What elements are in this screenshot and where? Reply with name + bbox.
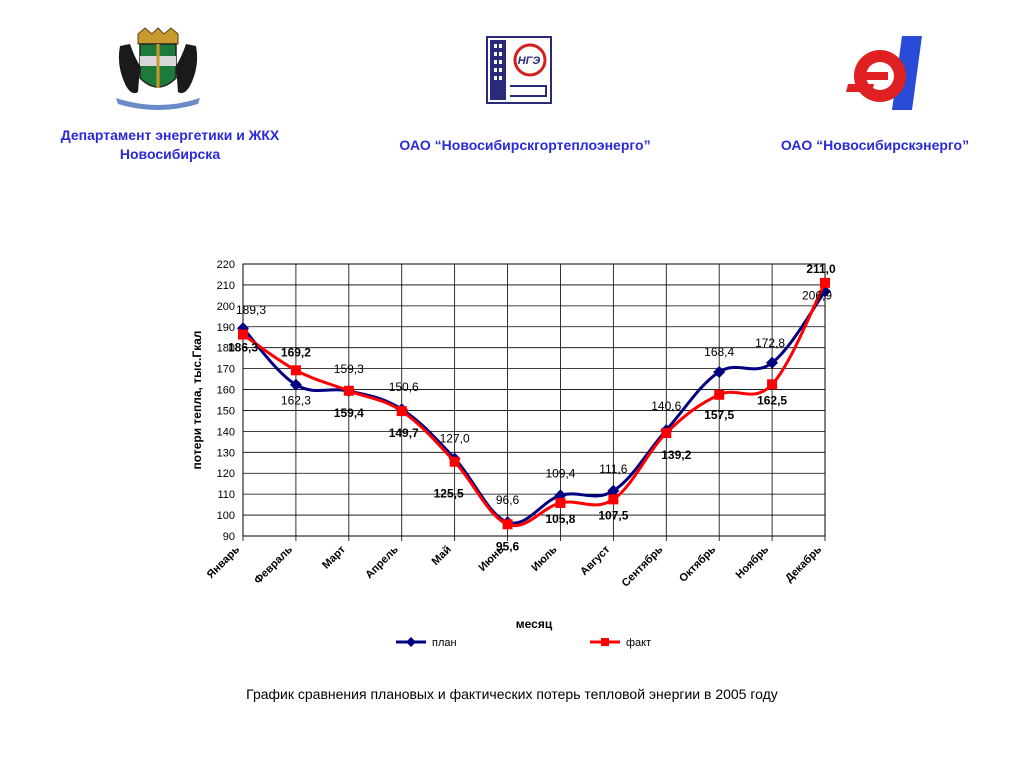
data-label-plan: 159,3 [334,362,364,376]
data-label-fact: 149,7 [389,426,419,440]
x-tick-label: Август [578,543,613,578]
data-label-plan: 111,6 [599,462,628,476]
fact-point [608,494,619,505]
data-label-plan: 168,4 [704,345,734,359]
data-label-fact: 159,4 [334,406,364,420]
legend-label-fact: факт [626,637,651,649]
fact-point [714,389,725,400]
fact-point [396,406,407,417]
y-tick-label: 90 [223,531,235,543]
y-tick-label: 180 [217,343,235,355]
fact-point [502,519,513,530]
series-plan [237,285,831,529]
x-tick-label: Декабрь [783,543,824,584]
x-tick-label: Март [320,543,348,571]
plot-area-border [242,263,826,537]
fact-point [343,385,354,396]
org-department-line2: Новосибирска [119,146,221,162]
fact-point [661,428,672,439]
chart-grid [242,263,826,541]
ngte-logo-text: НГЭ [518,55,541,67]
fact-point [290,365,301,376]
x-tick-label: Февраль [252,543,295,586]
x-axis-title: месяц [516,617,553,631]
org-department-name: Департамент энергетики и ЖКХ Новосибирск… [20,126,320,164]
legend-label-plan: план [432,637,457,649]
y-tick-label: 220 [217,259,235,271]
plan-point [713,365,726,378]
data-label-fact: 157,5 [704,408,734,422]
x-tick-label: Октябрь [677,543,718,584]
x-tick-label: Май [430,544,454,568]
y-tick-label: 160 [217,385,235,397]
x-tick-label: Июль [529,543,559,573]
data-label-fact: 211,0 [806,262,836,276]
series-layer [237,277,831,530]
plan-point [766,356,779,369]
org-ngte-name: ОАО “Новосибирскгортеплоэнерго” [399,137,651,153]
data-label-fact: 186,3 [228,341,258,355]
x-tick-label: Сентябрь [620,543,666,589]
y-tick-labels: 90 100 110 120 130 140 150 160 170 180 190 200 210 22… [217,259,235,543]
series-line-fact [242,282,827,528]
plan-point [607,484,620,497]
data-label-fact: 107,5 [598,508,628,522]
data-label-plan: 150,6 [389,380,419,394]
fact-point [238,329,248,340]
data-label-fact: 105,8 [545,512,575,526]
chart-legend: план факт [396,637,651,649]
y-tick-label: 120 [217,468,235,480]
org-nse-name: ОАО “Новосибирскэнерго” [780,137,970,153]
y-tick-label: 200 [217,301,235,313]
fact-point [555,497,566,508]
city-coat-of-arms-logo [116,27,200,110]
x-tick-label: Ноябрь [734,543,772,581]
plan-point [289,378,302,391]
data-label-plan: 162,3 [281,394,311,408]
data-label-plan: 96,6 [496,493,520,507]
data-label-fact: 169,2 [281,345,311,359]
data-label-plan: 206,9 [802,288,832,302]
data-label-plan: 189,3 [236,303,266,317]
data-label-fact: 95,6 [496,539,520,553]
ngte-logo: НГЭ [486,36,552,104]
data-label-fact: 125,5 [434,487,464,501]
y-tick-label: 130 [217,447,235,459]
data-label-fact: 139,2 [661,448,691,462]
chart-caption: График сравнения плановых и фактических … [246,686,778,702]
series-fact [238,277,830,530]
y-tick-label: 140 [217,426,235,438]
fact-point [449,456,460,467]
y-tick-label: 100 [217,510,235,522]
data-label-plan: 127,0 [440,432,470,446]
data-label-plan: 109,4 [545,466,575,480]
data-labels-layer: 189,3 162,3 159,3 150,6 127,0 96,6 109,4 111,6 1… [228,262,836,553]
heat-loss-chart: 90 100 110 120 130 140 150 160 170 180 190 200 210 22… [190,259,836,649]
y-tick-label: 170 [217,364,235,376]
legend-marker-plan [406,637,416,647]
fact-point [767,379,778,390]
y-tick-label: 110 [217,489,235,501]
y-tick-label: 150 [217,405,235,417]
data-label-plan: 172,8 [755,336,785,350]
novosibirskenergo-logo [846,36,922,110]
y-tick-label: 190 [217,322,235,334]
series-line-plan [241,290,827,525]
y-tick-label: 210 [217,280,235,292]
data-label-fact: 162,5 [757,393,787,407]
data-label-plan: 140,6 [651,399,681,413]
legend-marker-fact [601,638,609,646]
x-tick-label: Апрель [363,543,401,581]
fact-point [820,277,830,288]
x-tick-label: Январь [205,543,242,580]
org-department-line1: Департамент энергетики и ЖКХ [60,127,280,143]
y-axis-title: потери тепла, тыс.Гкал [190,331,204,470]
